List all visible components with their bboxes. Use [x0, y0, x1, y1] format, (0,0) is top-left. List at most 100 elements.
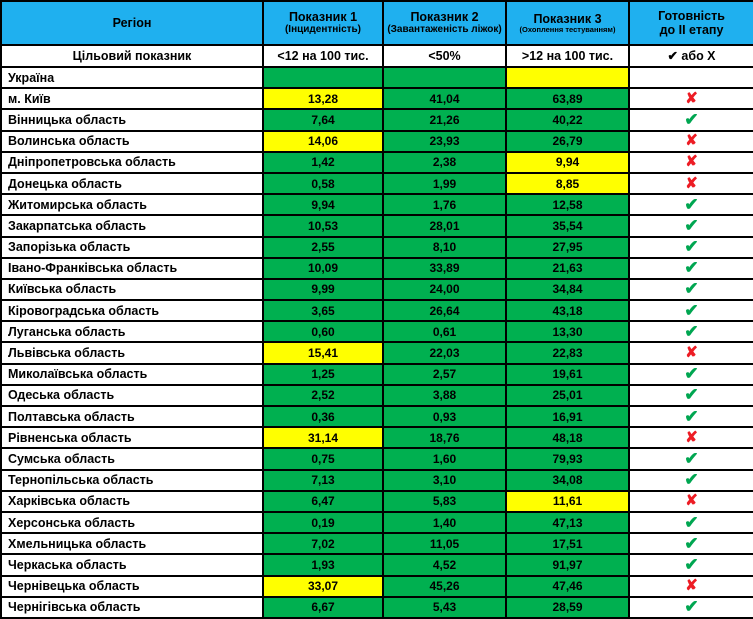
indicator2-cell: 5,83: [382, 489, 507, 513]
indicator3-cell: 16,91: [505, 404, 630, 429]
indicator3-cell: 27,95: [505, 235, 630, 259]
readiness-cell: ✘: [628, 171, 753, 196]
table-row: Миколаївська область 1,25 2,57 19,61 ✔: [0, 362, 753, 386]
indicator3-subtitle: (Охоплення тестуванням): [519, 24, 616, 34]
region-cell: Закарпатська область: [0, 214, 264, 238]
region-cell: Луганська область: [0, 320, 264, 344]
indicator1-cell: 7,64: [262, 108, 384, 132]
indicator2-cell: 22,03: [382, 341, 507, 365]
readiness-cell: [628, 65, 753, 90]
table-row: Житомирська область 9,94 1,76 12,58 ✔: [0, 193, 753, 217]
indicator3-cell: 34,08: [505, 468, 630, 492]
indicator1-cell: 0,60: [262, 320, 384, 344]
header-row: Регіон Показник 1 (Інцидентність) Показн…: [0, 0, 753, 46]
table-row: Вінницька область 7,64 21,26 40,22 ✔: [0, 108, 753, 132]
indicator2-cell: 2,38: [382, 150, 507, 174]
region-cell: Рівненська область: [0, 426, 264, 450]
table-row: Херсонська область 0,19 1,40 47,13 ✔: [0, 510, 753, 535]
target-indicator3: >12 на 100 тис.: [505, 44, 630, 68]
table-row: Одеська область 2,52 3,88 25,01 ✔: [0, 383, 753, 408]
indicator3-cell: 13,30: [505, 320, 630, 344]
indicator3-cell: 21,63: [505, 256, 630, 280]
table-row: Рівненська область 31,14 18,76 48,18 ✘: [0, 426, 753, 450]
region-cell: Сумська область: [0, 447, 264, 471]
indicator2-cell: 1,40: [382, 510, 507, 535]
indicator2-cell: 3,88: [382, 383, 507, 408]
table-row: Донецька область 0,58 1,99 8,85 ✘: [0, 171, 753, 196]
indicator3-cell: 47,13: [505, 510, 630, 535]
indicator1-title: Показник 1: [288, 10, 358, 25]
indicator1-cell: 9,99: [262, 277, 384, 302]
readiness-cell: ✔: [628, 108, 753, 132]
target-label: Цільовий показник: [0, 44, 264, 68]
readiness-cross-icon: ✘: [685, 153, 698, 171]
col-header-region-label: Регіон: [112, 15, 152, 30]
table-row: Чернігівська область 6,67 5,43 28,59 ✔: [0, 595, 753, 619]
region-cell: Київська область: [0, 277, 264, 302]
target-row: Цільовий показник <12 на 100 тис. <50% >…: [0, 44, 753, 68]
region-cell: Хмельницька область: [0, 532, 264, 556]
readiness-cell: ✔: [628, 362, 753, 386]
readiness-cell: ✔: [628, 468, 753, 492]
indicator1-subtitle: (Інцидентність): [284, 24, 362, 36]
indicator1-cell: 1,42: [262, 150, 384, 174]
indicator3-cell: 11,61: [505, 489, 630, 513]
indicator2-cell: 11,05: [382, 532, 507, 556]
indicator2-cell: 0,93: [382, 404, 507, 429]
region-cell: Кіровоградська область: [0, 299, 264, 323]
readiness-check-icon: ✔: [684, 258, 699, 278]
col-header-indicator1: Показник 1 (Інцидентність): [262, 0, 384, 46]
readiness-cell: ✔: [628, 532, 753, 556]
indicator2-cell: 2,57: [382, 362, 507, 386]
table-row: Харківська область 6,47 5,83 11,61 ✘: [0, 489, 753, 513]
col-header-indicator3: Показник 3 (Охоплення тестуванням): [505, 0, 630, 46]
region-cell: Полтавська область: [0, 404, 264, 429]
indicator1-cell: 2,52: [262, 383, 384, 408]
readiness-check-icon: ✔: [684, 470, 699, 490]
indicator3-cell: 22,83: [505, 341, 630, 365]
readiness-cell: ✔: [628, 510, 753, 535]
indicator3-cell: 40,22: [505, 108, 630, 132]
region-cell: Херсонська область: [0, 510, 264, 535]
readiness-cell: ✔: [628, 299, 753, 323]
readiness-cell: ✔: [628, 193, 753, 217]
indicator2-cell: 0,61: [382, 320, 507, 344]
col-header-region: Регіон: [0, 0, 264, 46]
readiness-cell: ✘: [628, 426, 753, 450]
indicator1-cell: 2,55: [262, 235, 384, 259]
readiness-cell: ✘: [628, 87, 753, 111]
indicator1-cell: 10,09: [262, 256, 384, 280]
readiness-cell: ✔: [628, 595, 753, 619]
table-row: м. Київ 13,28 41,04 63,89 ✘: [0, 87, 753, 111]
region-cell: Харківська область: [0, 489, 264, 513]
table-row: Івано-Франківська область 10,09 33,89 21,63…: [0, 256, 753, 280]
indicator1-cell: 31,14: [262, 426, 384, 450]
readiness-cross-icon: ✘: [685, 132, 698, 150]
region-cell: Чернівецька область: [0, 574, 264, 598]
region-cell: Одеська область: [0, 383, 264, 408]
indicator2-subtitle: (Завантаженість ліжок): [387, 24, 502, 36]
readiness-cell: ✔: [628, 447, 753, 471]
region-cell: Львівська область: [0, 341, 264, 365]
indicator3-cell: 35,54: [505, 214, 630, 238]
table-row: Полтавська область 0,36 0,93 16,91 ✔: [0, 404, 753, 429]
indicator3-cell: 28,59: [505, 595, 630, 619]
indicator3-cell: 47,46: [505, 574, 630, 598]
readiness-check-icon: ✔: [684, 597, 699, 617]
readiness-cell: ✘: [628, 341, 753, 365]
region-cell: Вінницька область: [0, 108, 264, 132]
indicator2-cell: 1,99: [382, 171, 507, 196]
indicator2-cell: 24,00: [382, 277, 507, 302]
table-row: Сумська область 0,75 1,60 79,93 ✔: [0, 447, 753, 471]
region-cell: м. Київ: [0, 87, 264, 111]
indicator1-cell: 1,25: [262, 362, 384, 386]
readiness-cell: ✔: [628, 214, 753, 238]
readiness-cell: ✘: [628, 129, 753, 153]
indicator2-cell: 33,89: [382, 256, 507, 280]
indicator3-cell: 63,89: [505, 87, 630, 111]
indicator2-cell: 4,52: [382, 553, 507, 577]
indicator1-cell: 7,13: [262, 468, 384, 492]
indicator3-cell: 26,79: [505, 129, 630, 153]
